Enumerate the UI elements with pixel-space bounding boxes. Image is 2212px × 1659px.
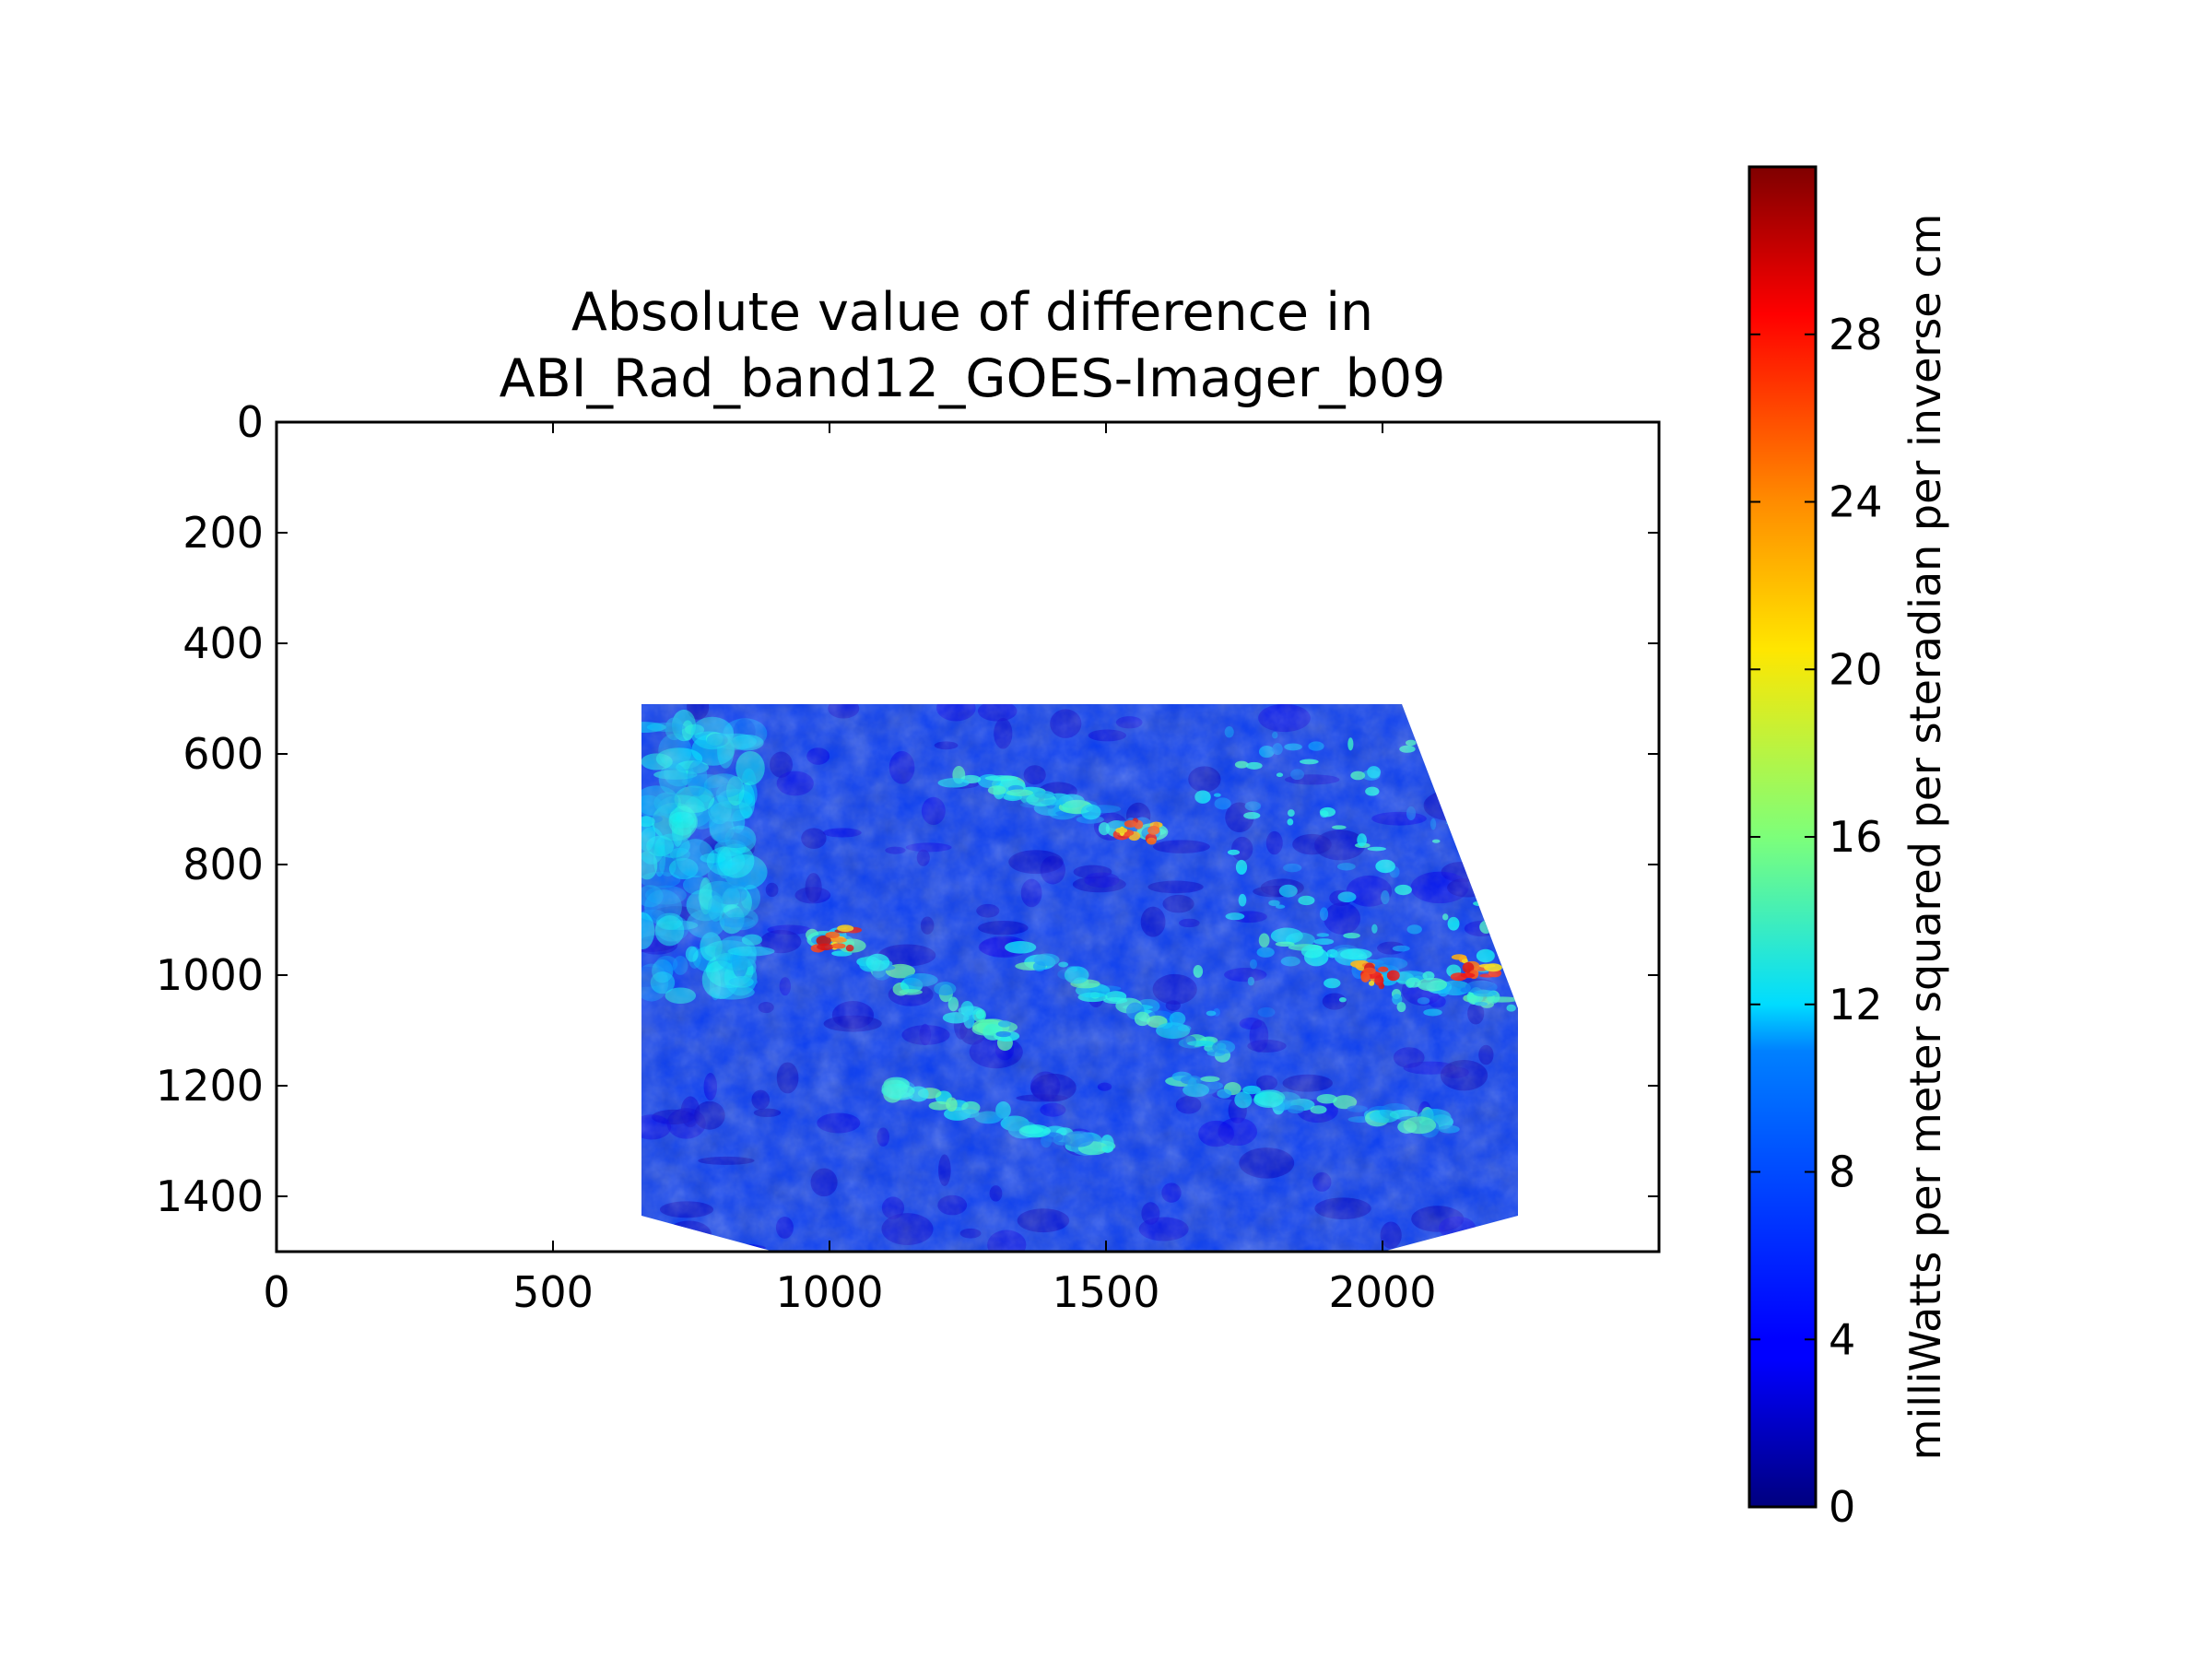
colorbar: 0 4 8 12 16 20 24 28 milliWatts per meter squar… [1747, 165, 1950, 1532]
y-tick-label: 1200 [156, 1061, 264, 1111]
x-tick-label: 1000 [775, 1267, 883, 1317]
colorbar-tick-label: 28 [1829, 310, 1883, 359]
plot-frame [275, 420, 1661, 1253]
y-tick-label: 400 [182, 618, 264, 668]
colorbar-tick-label: 24 [1829, 477, 1883, 527]
heatmap-cell [1484, 879, 1515, 890]
x-axis: 0 500 1000 1500 2000 [263, 422, 1437, 1317]
chart-title-line-2: ABI_Rad_band12_GOES-Imager_b09 [500, 348, 1446, 409]
colorbar-tick-label: 4 [1829, 1314, 1855, 1364]
y-tick-label: 1400 [156, 1171, 264, 1221]
colorbar-tick-label: 16 [1829, 812, 1883, 862]
heatmap-cell [1415, 735, 1430, 739]
x-tick-label: 500 [512, 1267, 594, 1317]
x-tick-label: 0 [263, 1267, 289, 1317]
colorbar-tick-label: 8 [1829, 1147, 1855, 1197]
heatmap-cell [1441, 729, 1469, 757]
heatmap-cell [1472, 801, 1488, 807]
y-tick-label: 0 [237, 397, 264, 447]
chart-title: Absolute value of difference in ABI_Rad_… [500, 282, 1446, 409]
heatmap-cell [1477, 893, 1515, 903]
heatmap-cell [1438, 746, 1450, 758]
heatmap-texture [641, 704, 1518, 1252]
heatmap-cell [1491, 919, 1518, 939]
heatmap-cell [1446, 809, 1459, 825]
heatmap-image [641, 704, 1518, 1252]
y-tick-label: 600 [182, 729, 264, 779]
heatmap-cell [1446, 820, 1464, 826]
colorbar-label: milliWatts per meter squared per steradi… [1900, 214, 1950, 1461]
y-tick-label: 200 [182, 508, 264, 558]
y-tick-label: 1000 [156, 950, 264, 1000]
heatmap-cell [1456, 806, 1500, 836]
heatmap-cell [1481, 861, 1509, 886]
colorbar-ticks: 0 4 8 12 16 20 24 28 [1749, 310, 1883, 1532]
plot-area: 0 500 1000 1500 2000 0 200 400 600 800 1000 1200 14… [156, 397, 1661, 1317]
colorbar-tick-label: 20 [1829, 644, 1883, 694]
heatmap-cell [1476, 852, 1488, 857]
x-tick-label: 2000 [1328, 1267, 1436, 1317]
y-axis: 0 200 400 600 800 1000 1200 1400 [156, 397, 1659, 1221]
y-tick-label: 800 [182, 840, 264, 889]
heatmap-cell [1454, 1234, 1468, 1252]
colorbar-tick-label: 0 [1829, 1482, 1855, 1532]
colorbar-tick-label: 12 [1829, 980, 1883, 1030]
x-tick-label: 1500 [1052, 1267, 1159, 1317]
chart-title-line-1: Absolute value of difference in [571, 282, 1373, 343]
